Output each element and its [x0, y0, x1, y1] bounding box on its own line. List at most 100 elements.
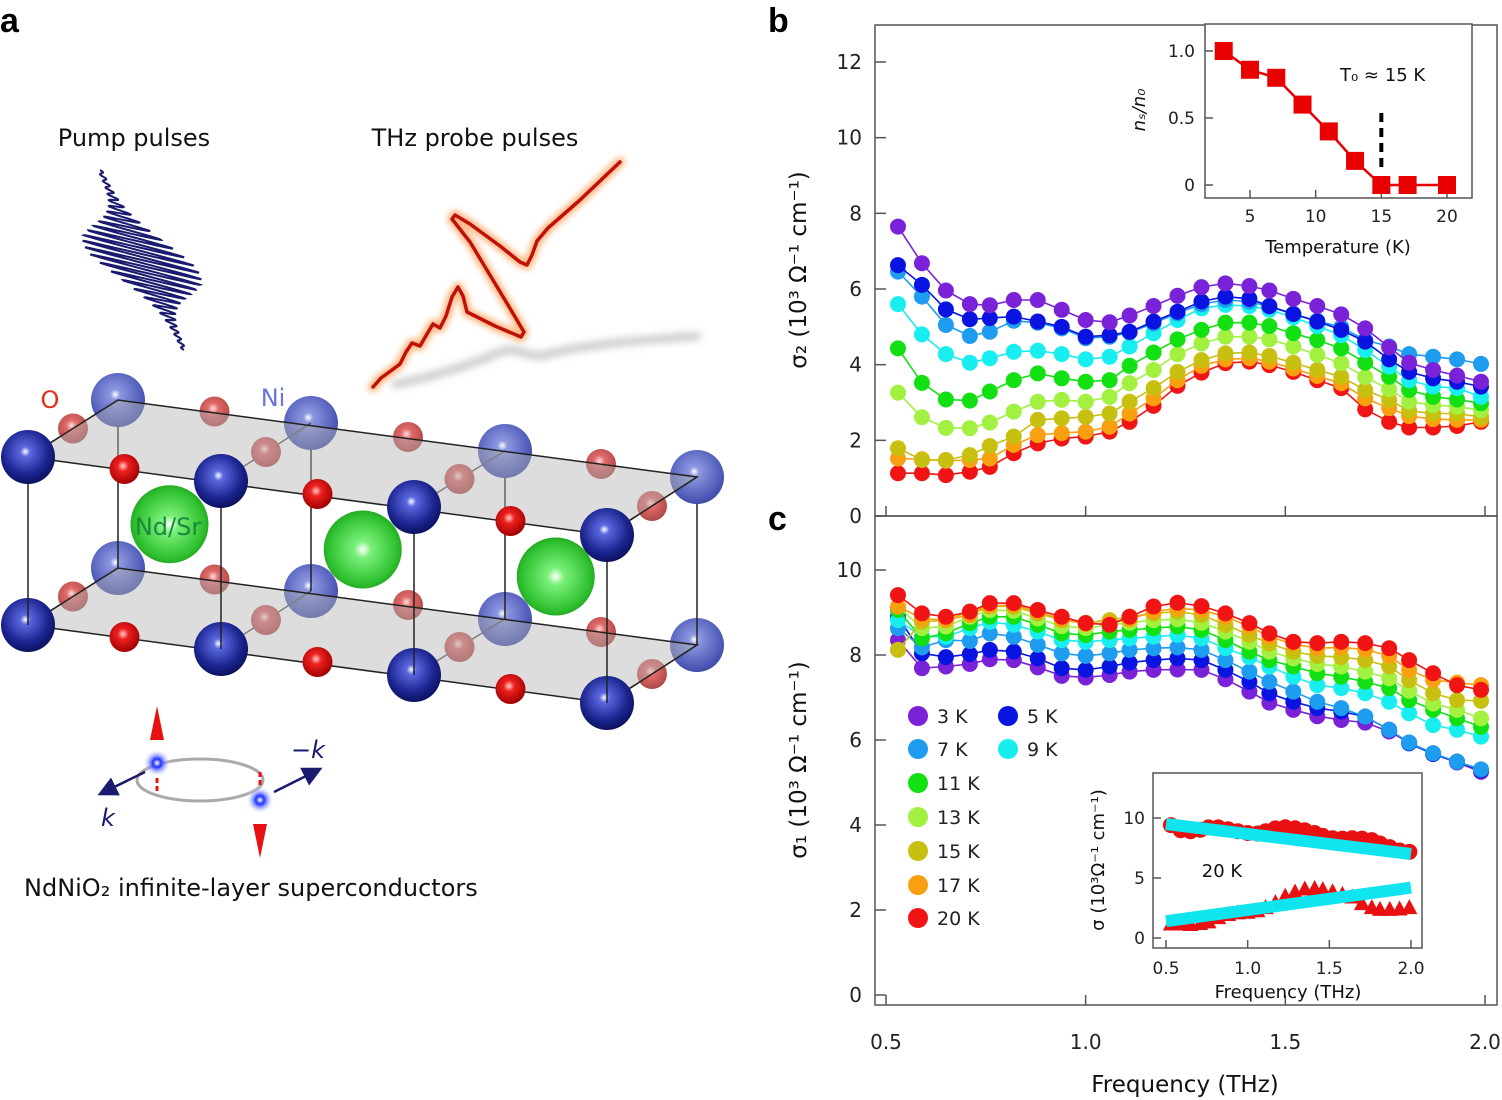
series-7k — [889, 620, 1490, 778]
data-point — [981, 450, 998, 467]
data-point — [1169, 594, 1186, 611]
data-point — [1381, 381, 1398, 398]
data-point — [1029, 636, 1046, 653]
k-label: k — [101, 804, 116, 832]
data-point — [913, 288, 930, 305]
data-point — [889, 598, 906, 615]
legend-marker — [908, 908, 928, 928]
data-point — [961, 354, 978, 371]
data-point — [1145, 361, 1162, 378]
data-point — [1261, 331, 1278, 348]
data-point — [1217, 314, 1234, 331]
data-point — [1101, 645, 1118, 662]
data-point — [1121, 307, 1138, 324]
legend-marker — [998, 706, 1018, 726]
x-axis-label: Frequency (THz) — [1215, 982, 1362, 1003]
data-point — [1333, 321, 1350, 338]
data-point — [1169, 331, 1186, 348]
x-axis-label: Temperature (K) — [1264, 237, 1411, 258]
data-point — [1357, 708, 1374, 725]
data-point — [1285, 305, 1302, 322]
superfluid-density-point — [1438, 176, 1456, 194]
data-point — [1077, 373, 1094, 390]
data-point — [1029, 393, 1046, 410]
y-tick-label: 4 — [849, 353, 862, 377]
data-point — [1241, 344, 1258, 361]
data-point — [1241, 328, 1258, 345]
data-point — [1425, 685, 1442, 702]
data-point — [1333, 355, 1350, 372]
data-point — [1285, 633, 1302, 650]
data-point — [1473, 681, 1490, 698]
data-point — [1401, 899, 1418, 915]
data-point — [1053, 391, 1070, 408]
pump-pulse-wave — [80, 169, 204, 351]
y-tick-label: 0 — [1134, 929, 1145, 949]
series-15k — [889, 344, 1490, 469]
legend-item: 3 K — [908, 706, 968, 728]
data-point — [913, 374, 930, 391]
legend-item: 7 K — [908, 739, 968, 761]
superfluid-density-point — [1319, 122, 1338, 141]
legend-marker — [908, 807, 928, 827]
panel-label-a: a — [0, 2, 20, 40]
data-point — [889, 384, 906, 401]
legend-item: 13 K — [908, 807, 980, 829]
y-tick-label: 1.0 — [1168, 42, 1195, 62]
data-point — [1333, 368, 1350, 385]
oxygen-atom — [495, 674, 526, 704]
data-point — [1333, 306, 1350, 323]
y-tick-label: 12 — [837, 50, 862, 74]
data-point — [1285, 683, 1302, 700]
y-tick-label: 6 — [849, 277, 862, 301]
data-point — [1169, 661, 1186, 678]
legend-marker — [908, 739, 928, 759]
data-point — [937, 452, 954, 469]
data-point — [913, 465, 930, 482]
x-tick-label: 1.0 — [1234, 959, 1261, 979]
data-point — [1077, 423, 1094, 440]
data-point — [913, 605, 930, 622]
data-point — [981, 383, 998, 400]
electron-1 — [143, 749, 171, 777]
data-point — [1449, 721, 1466, 738]
y-tick-label: 10 — [837, 558, 862, 582]
data-point — [1285, 325, 1302, 342]
data-point — [1077, 351, 1094, 368]
oxygen-atom — [199, 564, 230, 595]
data-point — [1333, 700, 1350, 717]
data-point — [913, 452, 930, 469]
data-point — [1005, 428, 1022, 445]
data-point — [1381, 339, 1398, 356]
ni-atom — [580, 508, 634, 562]
data-point — [961, 646, 978, 663]
data-point — [1029, 601, 1046, 618]
data-point — [1077, 393, 1094, 410]
y-tick-label: 0.5 — [1168, 109, 1195, 129]
data-point — [913, 255, 930, 272]
superfluid-density-point — [1214, 42, 1233, 60]
nd-sr-atom — [130, 485, 209, 564]
data-point — [889, 641, 906, 658]
nickelate-crystal-structure — [1, 373, 724, 730]
oxygen-atom — [199, 396, 230, 427]
data-point — [937, 467, 954, 484]
superfluid-density-point — [1267, 68, 1286, 87]
y-axis-label: σ (10³Ω⁻¹ cm⁻¹) — [1088, 789, 1109, 931]
data-point — [1101, 418, 1118, 435]
data-point — [981, 323, 998, 340]
momentum-k-arrow-icon — [97, 770, 146, 796]
data-point — [1101, 327, 1118, 344]
legend-label: 5 K — [1027, 706, 1058, 728]
data-point — [1241, 615, 1258, 632]
data-point — [1193, 293, 1210, 310]
data-point — [1121, 375, 1138, 392]
data-point — [1449, 692, 1466, 709]
data-point — [1121, 338, 1138, 355]
data-point — [937, 301, 954, 318]
data-point — [1357, 635, 1374, 652]
data-point — [1261, 298, 1278, 315]
data-point — [1005, 628, 1022, 645]
oxygen-atom — [302, 647, 333, 677]
data-point — [1121, 641, 1138, 658]
